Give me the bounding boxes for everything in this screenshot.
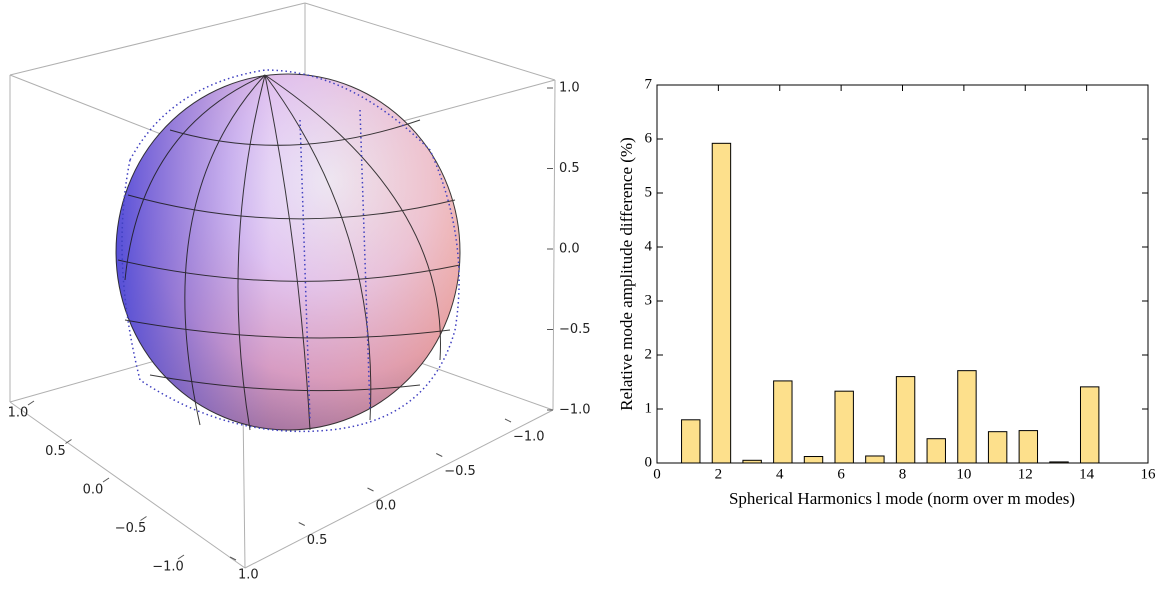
x-tick-label: 0.5 (307, 533, 328, 548)
y-tick-label: −1.0 (152, 560, 184, 575)
bar (1079, 386, 1100, 464)
bar (834, 390, 854, 464)
z-tick-label: 0.0 (559, 242, 580, 257)
z-tick-label: 0.5 (559, 161, 580, 176)
x-tick-label: 0.0 (376, 499, 397, 514)
tick-mark (140, 516, 147, 521)
bar (957, 370, 977, 464)
z-tick-label: 1.0 (559, 81, 580, 96)
y-tick-label: 3 (645, 292, 653, 308)
x-tick-label: 16 (1141, 466, 1157, 482)
y-tick-label: 5 (645, 184, 653, 200)
bar (895, 376, 916, 464)
bar (1018, 430, 1039, 464)
y-tick-label: 0.5 (45, 444, 66, 459)
y-tick-label: 2 (645, 346, 653, 362)
x-tick-label: 6 (837, 466, 845, 482)
x-tick-label: 14 (1079, 466, 1095, 482)
axes-3d: −1.0 −0.5 0.0 0.5 1.0 −1.0 −0.5 0.0 0.5 1.0 −1.0 −0… (8, 81, 591, 583)
x-tick-label: 4 (776, 466, 784, 482)
y-tick-label: 7 (645, 76, 653, 92)
z-tick-label: −0.5 (559, 322, 591, 337)
tick-mark (367, 487, 374, 492)
x-tick-label: 8 (899, 466, 907, 482)
x-tick-label: 1.0 (238, 568, 259, 583)
x-tick-label: 10 (956, 466, 971, 482)
y-tick-label: 4 (645, 238, 653, 254)
bar (1049, 461, 1069, 464)
y-tick-label: 0 (645, 454, 653, 470)
y-tick-label: 6 (645, 130, 653, 146)
tick-mark (65, 439, 72, 444)
bar (711, 142, 732, 464)
bar (681, 419, 701, 464)
tick-mark (177, 554, 185, 560)
bar (773, 380, 793, 464)
y-tick-label: 1.0 (8, 406, 29, 421)
y-tick-label: −0.5 (115, 521, 147, 536)
y-tick-label: 0.0 (83, 483, 104, 498)
tick-mark (229, 556, 237, 561)
x-tick-label: −1.0 (513, 430, 545, 445)
x-tick-label: 2 (715, 466, 723, 482)
bar (742, 459, 762, 464)
x-tick-label: 0 (653, 466, 661, 482)
x-axis-label: Spherical Harmonics l mode (norm over m … (729, 489, 1075, 508)
y-tick-label: 1 (645, 400, 653, 416)
x-tick-label: 12 (1018, 466, 1033, 482)
tick-mark (102, 477, 110, 483)
bar (803, 456, 824, 464)
x-tick-label: −0.5 (444, 464, 476, 479)
tick-mark (27, 400, 35, 406)
surface (115, 69, 461, 433)
tick-mark (298, 522, 305, 526)
tick-mark (436, 453, 443, 457)
bar (865, 455, 885, 464)
tick-mark (504, 418, 512, 423)
y-axis-label: Relative mode amplitude difference (%) (617, 137, 636, 410)
bar (926, 438, 946, 464)
z-tick-label: −1.0 (559, 403, 591, 418)
bar (987, 431, 1008, 464)
